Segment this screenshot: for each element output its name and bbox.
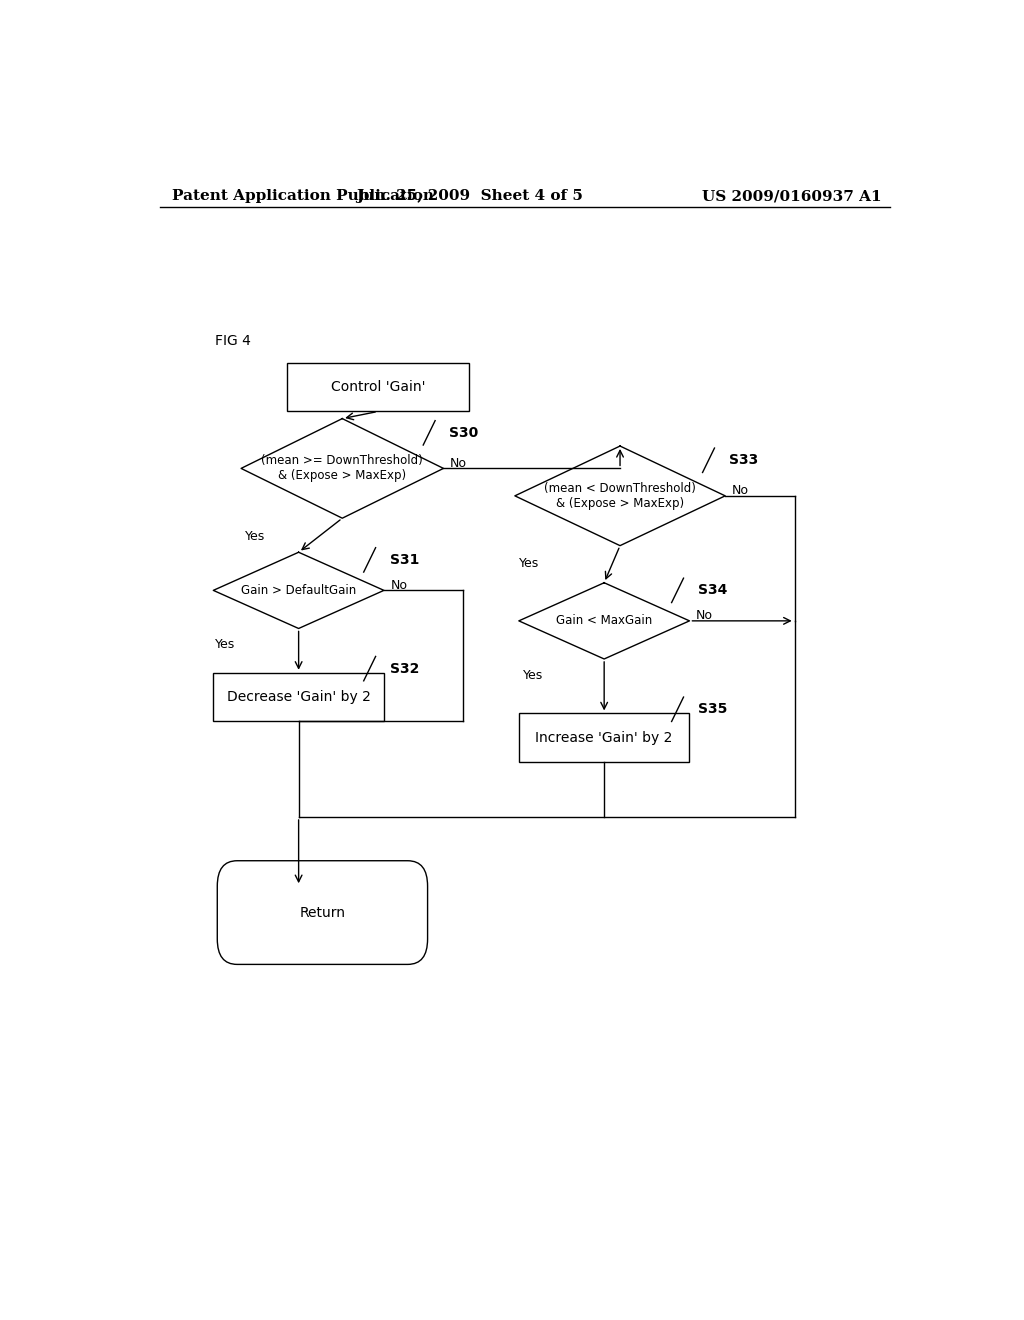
Text: Gain < MaxGain: Gain < MaxGain (556, 614, 652, 627)
Text: Yes: Yes (245, 531, 265, 543)
Text: S35: S35 (697, 702, 727, 717)
Text: No: No (390, 578, 408, 591)
Text: (mean < DownThreshold)
& (Expose > MaxExp): (mean < DownThreshold) & (Expose > MaxEx… (544, 482, 696, 510)
Text: FIG 4: FIG 4 (215, 334, 251, 348)
Text: Patent Application Publication: Patent Application Publication (172, 189, 433, 203)
Polygon shape (519, 582, 689, 659)
Text: Yes: Yes (523, 669, 543, 681)
Text: S33: S33 (729, 453, 758, 467)
FancyBboxPatch shape (217, 861, 428, 965)
Text: Return: Return (299, 906, 345, 920)
Text: No: No (731, 484, 749, 498)
Text: (mean >= DownThreshold)
& (Expose > MaxExp): (mean >= DownThreshold) & (Expose > MaxE… (261, 454, 423, 482)
Polygon shape (213, 552, 384, 628)
Text: S31: S31 (390, 553, 419, 566)
FancyBboxPatch shape (213, 673, 384, 722)
FancyBboxPatch shape (519, 713, 689, 762)
Text: Yes: Yes (215, 639, 236, 651)
Text: Gain > DefaultGain: Gain > DefaultGain (241, 583, 356, 597)
Text: S30: S30 (450, 426, 478, 440)
Text: US 2009/0160937 A1: US 2009/0160937 A1 (702, 189, 882, 203)
Text: No: No (696, 610, 713, 622)
Text: S34: S34 (697, 583, 727, 598)
FancyBboxPatch shape (287, 363, 469, 412)
Text: S32: S32 (390, 661, 419, 676)
Text: Yes: Yes (519, 557, 539, 570)
Polygon shape (241, 418, 443, 519)
Text: Decrease 'Gain' by 2: Decrease 'Gain' by 2 (226, 690, 371, 704)
Text: Control 'Gain': Control 'Gain' (331, 380, 425, 395)
Text: Increase 'Gain' by 2: Increase 'Gain' by 2 (536, 731, 673, 744)
Text: No: No (450, 457, 467, 470)
Polygon shape (515, 446, 725, 545)
Text: Jun. 25, 2009  Sheet 4 of 5: Jun. 25, 2009 Sheet 4 of 5 (355, 189, 583, 203)
